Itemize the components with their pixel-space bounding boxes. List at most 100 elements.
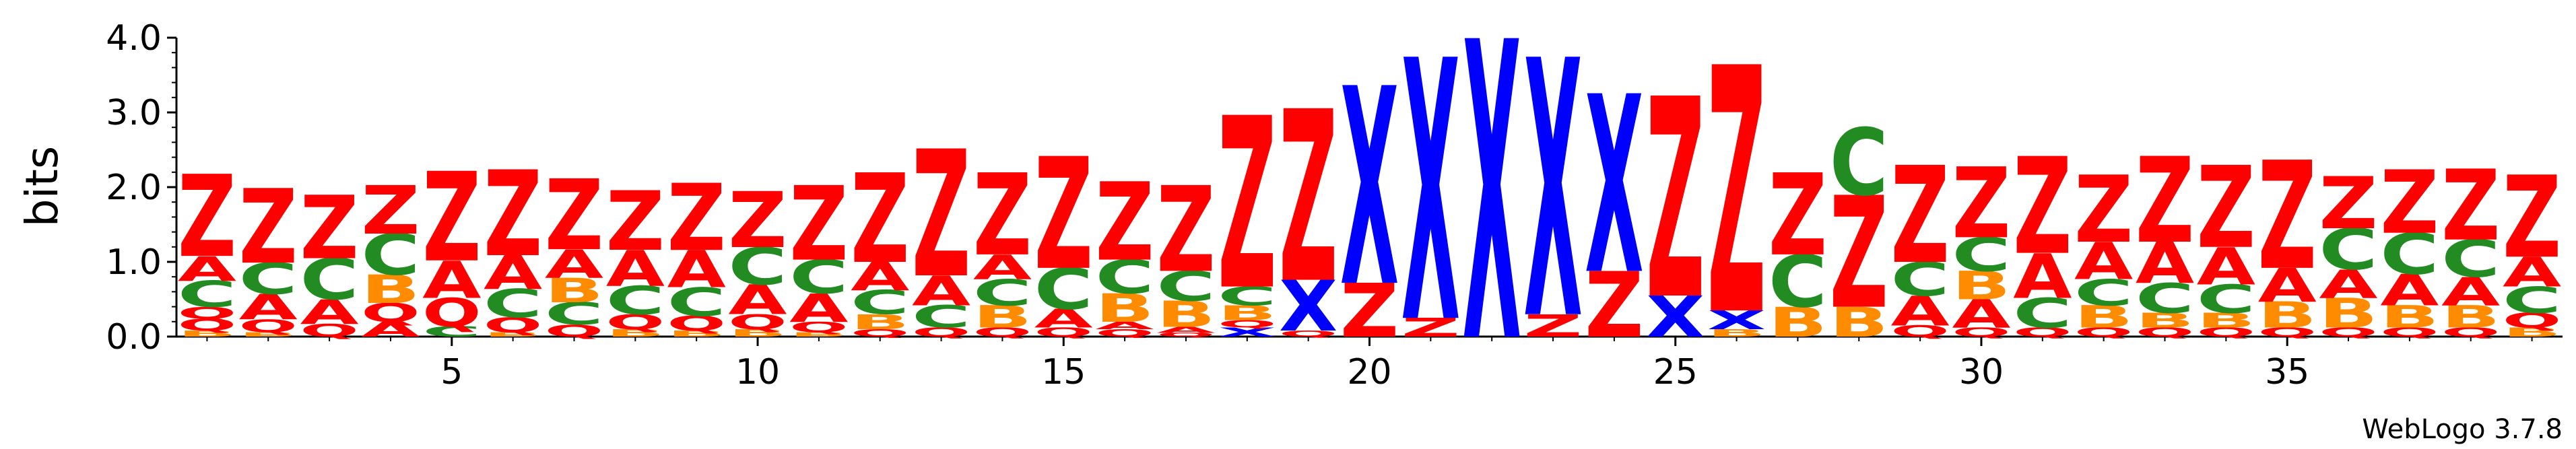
logo-letter-Q: Q — [361, 298, 420, 328]
logo-letter-Q: Q — [912, 325, 970, 339]
logo-letter-A: A — [2013, 242, 2072, 313]
y-tick-label: 3.0 — [106, 93, 162, 133]
logo-column-25: XZ — [1646, 41, 1705, 361]
logo-letter-C: C — [2074, 272, 2133, 314]
logo-letter-A: A — [2136, 231, 2194, 296]
logo-letter-A: A — [789, 286, 848, 331]
logo-letter-C: C — [1891, 252, 1950, 306]
y-axis-label: bits — [16, 146, 68, 228]
logo-letter-Q: Q — [178, 304, 236, 322]
logo-letter-Z: Z — [1096, 161, 1154, 285]
logo-letter-Z: Z — [1340, 269, 1399, 355]
logo-letter-A: A — [1952, 292, 2010, 337]
logo-letter-B: B — [1707, 327, 1766, 339]
logo-letter-Z: Z — [422, 147, 481, 289]
logo-letter-A: A — [178, 249, 237, 289]
logo-letter-Z: Z — [2380, 153, 2439, 254]
logo-letter-C: C — [300, 248, 359, 313]
logo-letter-A: A — [2319, 262, 2377, 307]
logo-letter-C: C — [422, 324, 481, 341]
logo-letter-Q: Q — [422, 290, 481, 335]
logo-letter-C: C — [1769, 240, 1827, 324]
logo-letter-A: A — [667, 240, 726, 300]
logo-letter-Z: Z — [545, 160, 603, 273]
logo-letter-B: B — [1218, 301, 1276, 325]
logo-letter-Z: Z — [2503, 153, 2561, 283]
logo-letter-Q: Q — [178, 316, 236, 335]
logo-letter-Q: Q — [2074, 325, 2133, 339]
logo-letter-C: C — [2013, 290, 2072, 338]
logo-letter-Z: Z — [239, 168, 298, 287]
logo-column-28: BZC — [1830, 110, 1888, 347]
logo-letter-C: C — [361, 223, 420, 288]
logo-letter-Q: Q — [2258, 325, 2317, 339]
logo-letter-B: B — [1952, 264, 2010, 309]
logo-letter-A: A — [239, 287, 298, 328]
logo-letter-Q: Q — [2441, 325, 2500, 339]
logo-column-22: X — [1463, 0, 1521, 434]
logo-letter-Z: Z — [2319, 162, 2377, 246]
logo-letter-Q: Q — [2380, 325, 2439, 339]
logo-letter-A: A — [422, 250, 481, 310]
logo-letter-C: C — [606, 279, 665, 324]
logo-letter-C: C — [2380, 222, 2439, 287]
logo-letter-A: A — [2074, 232, 2133, 291]
logo-letter-X: X — [1279, 266, 1337, 347]
logo-letter-C: C — [484, 281, 542, 326]
logo-letter-C: C — [973, 272, 1032, 314]
logo-letter-B: B — [1830, 299, 1888, 347]
logo-letter-C: C — [2441, 229, 2500, 289]
logo-letter-A: A — [545, 242, 603, 287]
logo-letter-Z: Z — [1279, 61, 1337, 336]
logo-letter-Z: Z — [484, 147, 542, 283]
logo-letter-Z: Z — [2013, 129, 2072, 285]
logo-letter-Q: Q — [1156, 332, 1215, 338]
logo-letter-B: B — [545, 271, 603, 310]
logo-letter-Z: Z — [789, 166, 848, 284]
logo-letter-C: C — [1034, 257, 1093, 322]
logo-letter-Z: Z — [1218, 68, 1276, 343]
logo-letter-Q: Q — [973, 325, 1032, 339]
x-axis: 5 10 15 20 25 30 35 — [176, 335, 2563, 392]
logo-letter-Q: Q — [606, 310, 665, 334]
logo-letter-A: A — [2380, 265, 2439, 316]
logo-letter-Z: Z — [1401, 313, 1460, 343]
logo-letter-B: B — [2319, 289, 2377, 337]
logo-letter-Q: Q — [2319, 325, 2377, 339]
logo-letter-C: C — [728, 236, 787, 296]
logo-letter-Q: Q — [2503, 309, 2561, 333]
logo-letter-B: B — [2136, 308, 2194, 333]
logo-letter-B: B — [728, 327, 787, 339]
x-tick-label: 15 — [1041, 352, 1086, 392]
logo-letter-Z: Z — [300, 178, 359, 279]
logo-letter-A: A — [1034, 304, 1093, 333]
logo-letter-B: B — [667, 329, 726, 339]
logo-letter-B: B — [361, 267, 420, 312]
weblogo-version-label: WebLogo 3.7.8 — [2362, 414, 2563, 445]
logo-letter-B: B — [851, 310, 909, 335]
logo-letter-Z: Z — [667, 165, 726, 272]
logo-letter-A: A — [2441, 269, 2500, 314]
logo-letter-Q: Q — [728, 310, 787, 334]
logo-letter-C: C — [178, 273, 236, 315]
logo-letter-X: X — [1340, 31, 1399, 347]
logo-letter-Z: Z — [178, 152, 236, 283]
logo-letter-Z: Z — [2074, 157, 2133, 264]
logo-letter-A: A — [2503, 249, 2561, 297]
logo-letter-Q: Q — [484, 313, 542, 337]
logo-letter-B: B — [606, 327, 665, 339]
logo-letter-C: C — [2136, 275, 2194, 322]
